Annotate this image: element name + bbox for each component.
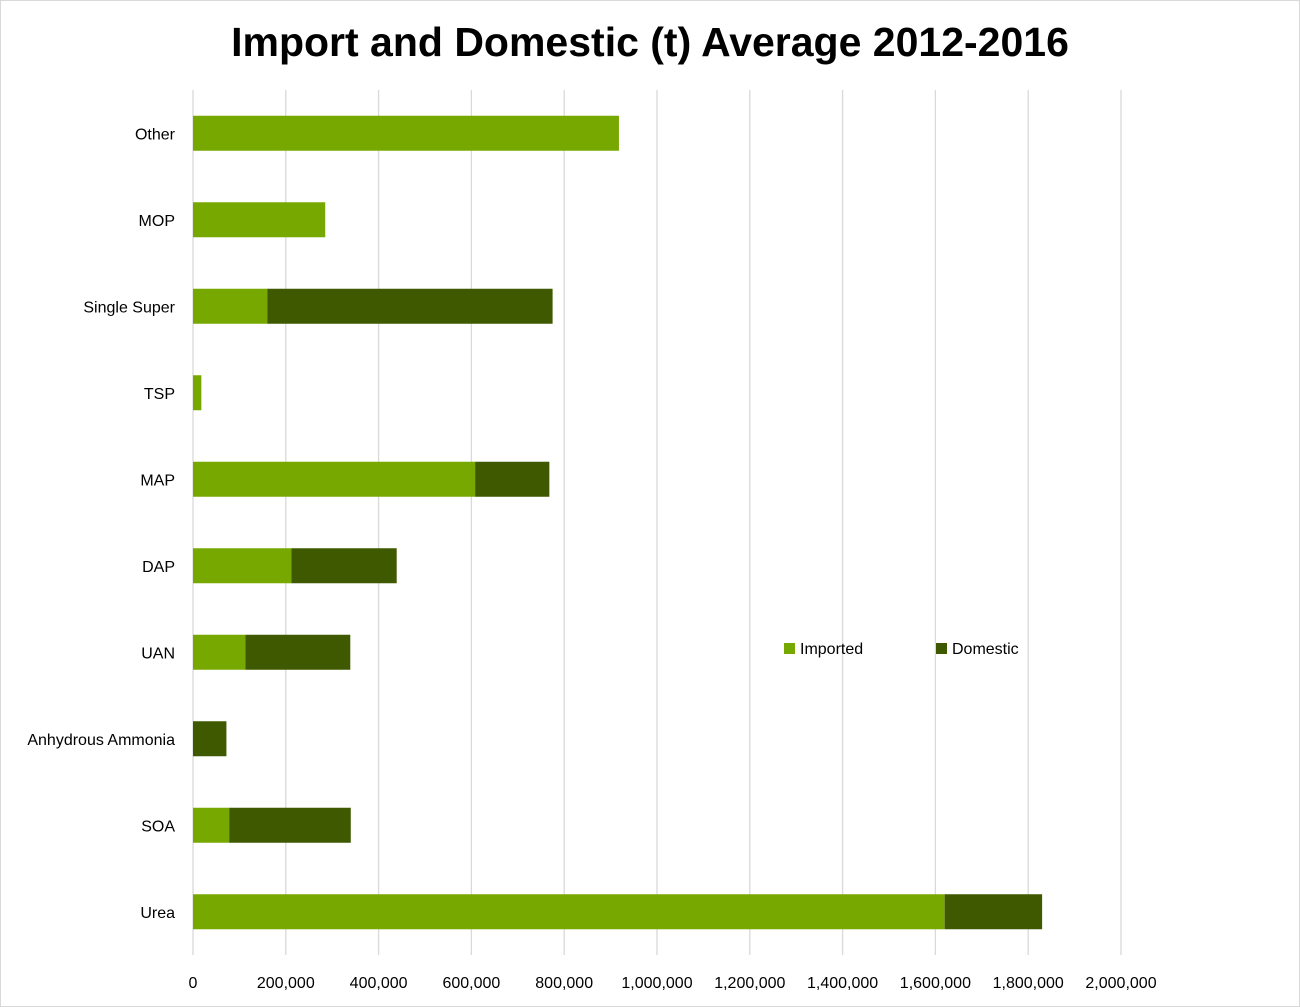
x-tick-label: 200,000 [257,975,315,992]
x-tick-labels: 0 200,000 400,000 600,000 800,000 1,000,000 1,… [189,975,1157,992]
bar-imported [193,548,292,584]
legend: Imported Domestic [784,641,1019,658]
bar-imported [193,807,230,843]
bar-domestic [267,288,553,324]
x-tick-label: 400,000 [350,975,408,992]
category-label: Anhydrous Ammonia [27,732,175,749]
bar-domestic [291,548,397,584]
x-tick-label: 600,000 [442,975,500,992]
x-tick-label: 800,000 [535,975,593,992]
bar-imported [193,634,246,670]
legend-label: Domestic [952,641,1019,658]
category-label: Single Super [83,299,175,316]
bar-imported [193,202,326,238]
category-label: Other [135,126,176,143]
legend-swatch [784,643,795,654]
bar-domestic [475,461,550,497]
category-label: MAP [140,472,175,489]
bar-imported [193,461,476,497]
category-label: DAP [142,559,175,576]
category-labels: Other MOP Single Super TSP MAP DAP UAN Anhydrou… [27,126,175,922]
bar-imported [193,115,619,151]
bar-domestic [944,894,1043,930]
x-tick-label: 2,000,000 [1085,975,1156,992]
x-tick-label: 1,600,000 [900,975,971,992]
bar-domestic [229,807,351,843]
category-label: UAN [141,645,175,662]
bar-domestic [193,721,227,757]
legend-swatch [936,643,947,654]
x-tick-label: 1,200,000 [714,975,785,992]
category-label: MOP [139,213,175,230]
bars [193,115,1043,930]
x-tick-label: 0 [189,975,198,992]
category-label: Urea [140,905,175,922]
category-label: TSP [144,386,175,403]
x-tick-label: 1,800,000 [993,975,1064,992]
bar-domestic [245,634,351,670]
x-tick-label: 1,400,000 [807,975,878,992]
chart-title: Import and Domestic (t) Average 2012-201… [231,19,1069,65]
bar-imported [193,375,202,411]
bar-imported [193,288,268,324]
x-tick-label: 1,000,000 [621,975,692,992]
category-label: SOA [141,818,175,835]
bar-imported [193,894,945,930]
legend-label: Imported [800,641,863,658]
